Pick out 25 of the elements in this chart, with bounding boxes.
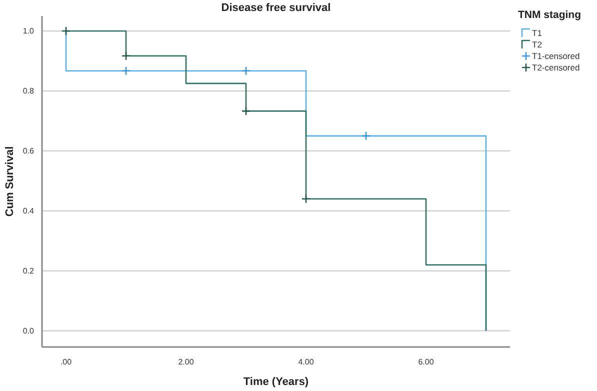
point xyxy=(241,106,251,116)
legend-title: TNM staging xyxy=(518,9,581,21)
x-tick-label: .00 xyxy=(60,358,72,367)
legend-label: T2-censored xyxy=(532,62,580,72)
point xyxy=(121,51,131,61)
y-tick-label: 0.4 xyxy=(22,206,35,216)
y-axis-title: Cum Survival xyxy=(4,146,16,217)
legend-label: T1 xyxy=(532,28,542,38)
legend-label: T1-censored xyxy=(532,51,580,61)
legend-label: T2 xyxy=(532,40,542,50)
x-tick-label: 4.00 xyxy=(298,358,314,367)
point xyxy=(61,26,71,36)
point xyxy=(121,66,131,76)
y-tick-label: 1.0 xyxy=(22,26,35,36)
y-tick-label: 0.6 xyxy=(22,146,35,156)
x-tick-label: 6.00 xyxy=(418,358,434,367)
point xyxy=(301,194,311,204)
chart-title: Disease free survival xyxy=(221,2,331,14)
y-tick-label: 0.8 xyxy=(22,86,35,96)
x-axis-title: Time (Years) xyxy=(243,376,309,388)
y-tick-label: 0.0 xyxy=(22,326,35,336)
x-tick-label: 2.00 xyxy=(178,358,194,367)
point xyxy=(361,131,371,141)
y-tick-label: 0.2 xyxy=(22,266,35,276)
point xyxy=(241,66,251,76)
